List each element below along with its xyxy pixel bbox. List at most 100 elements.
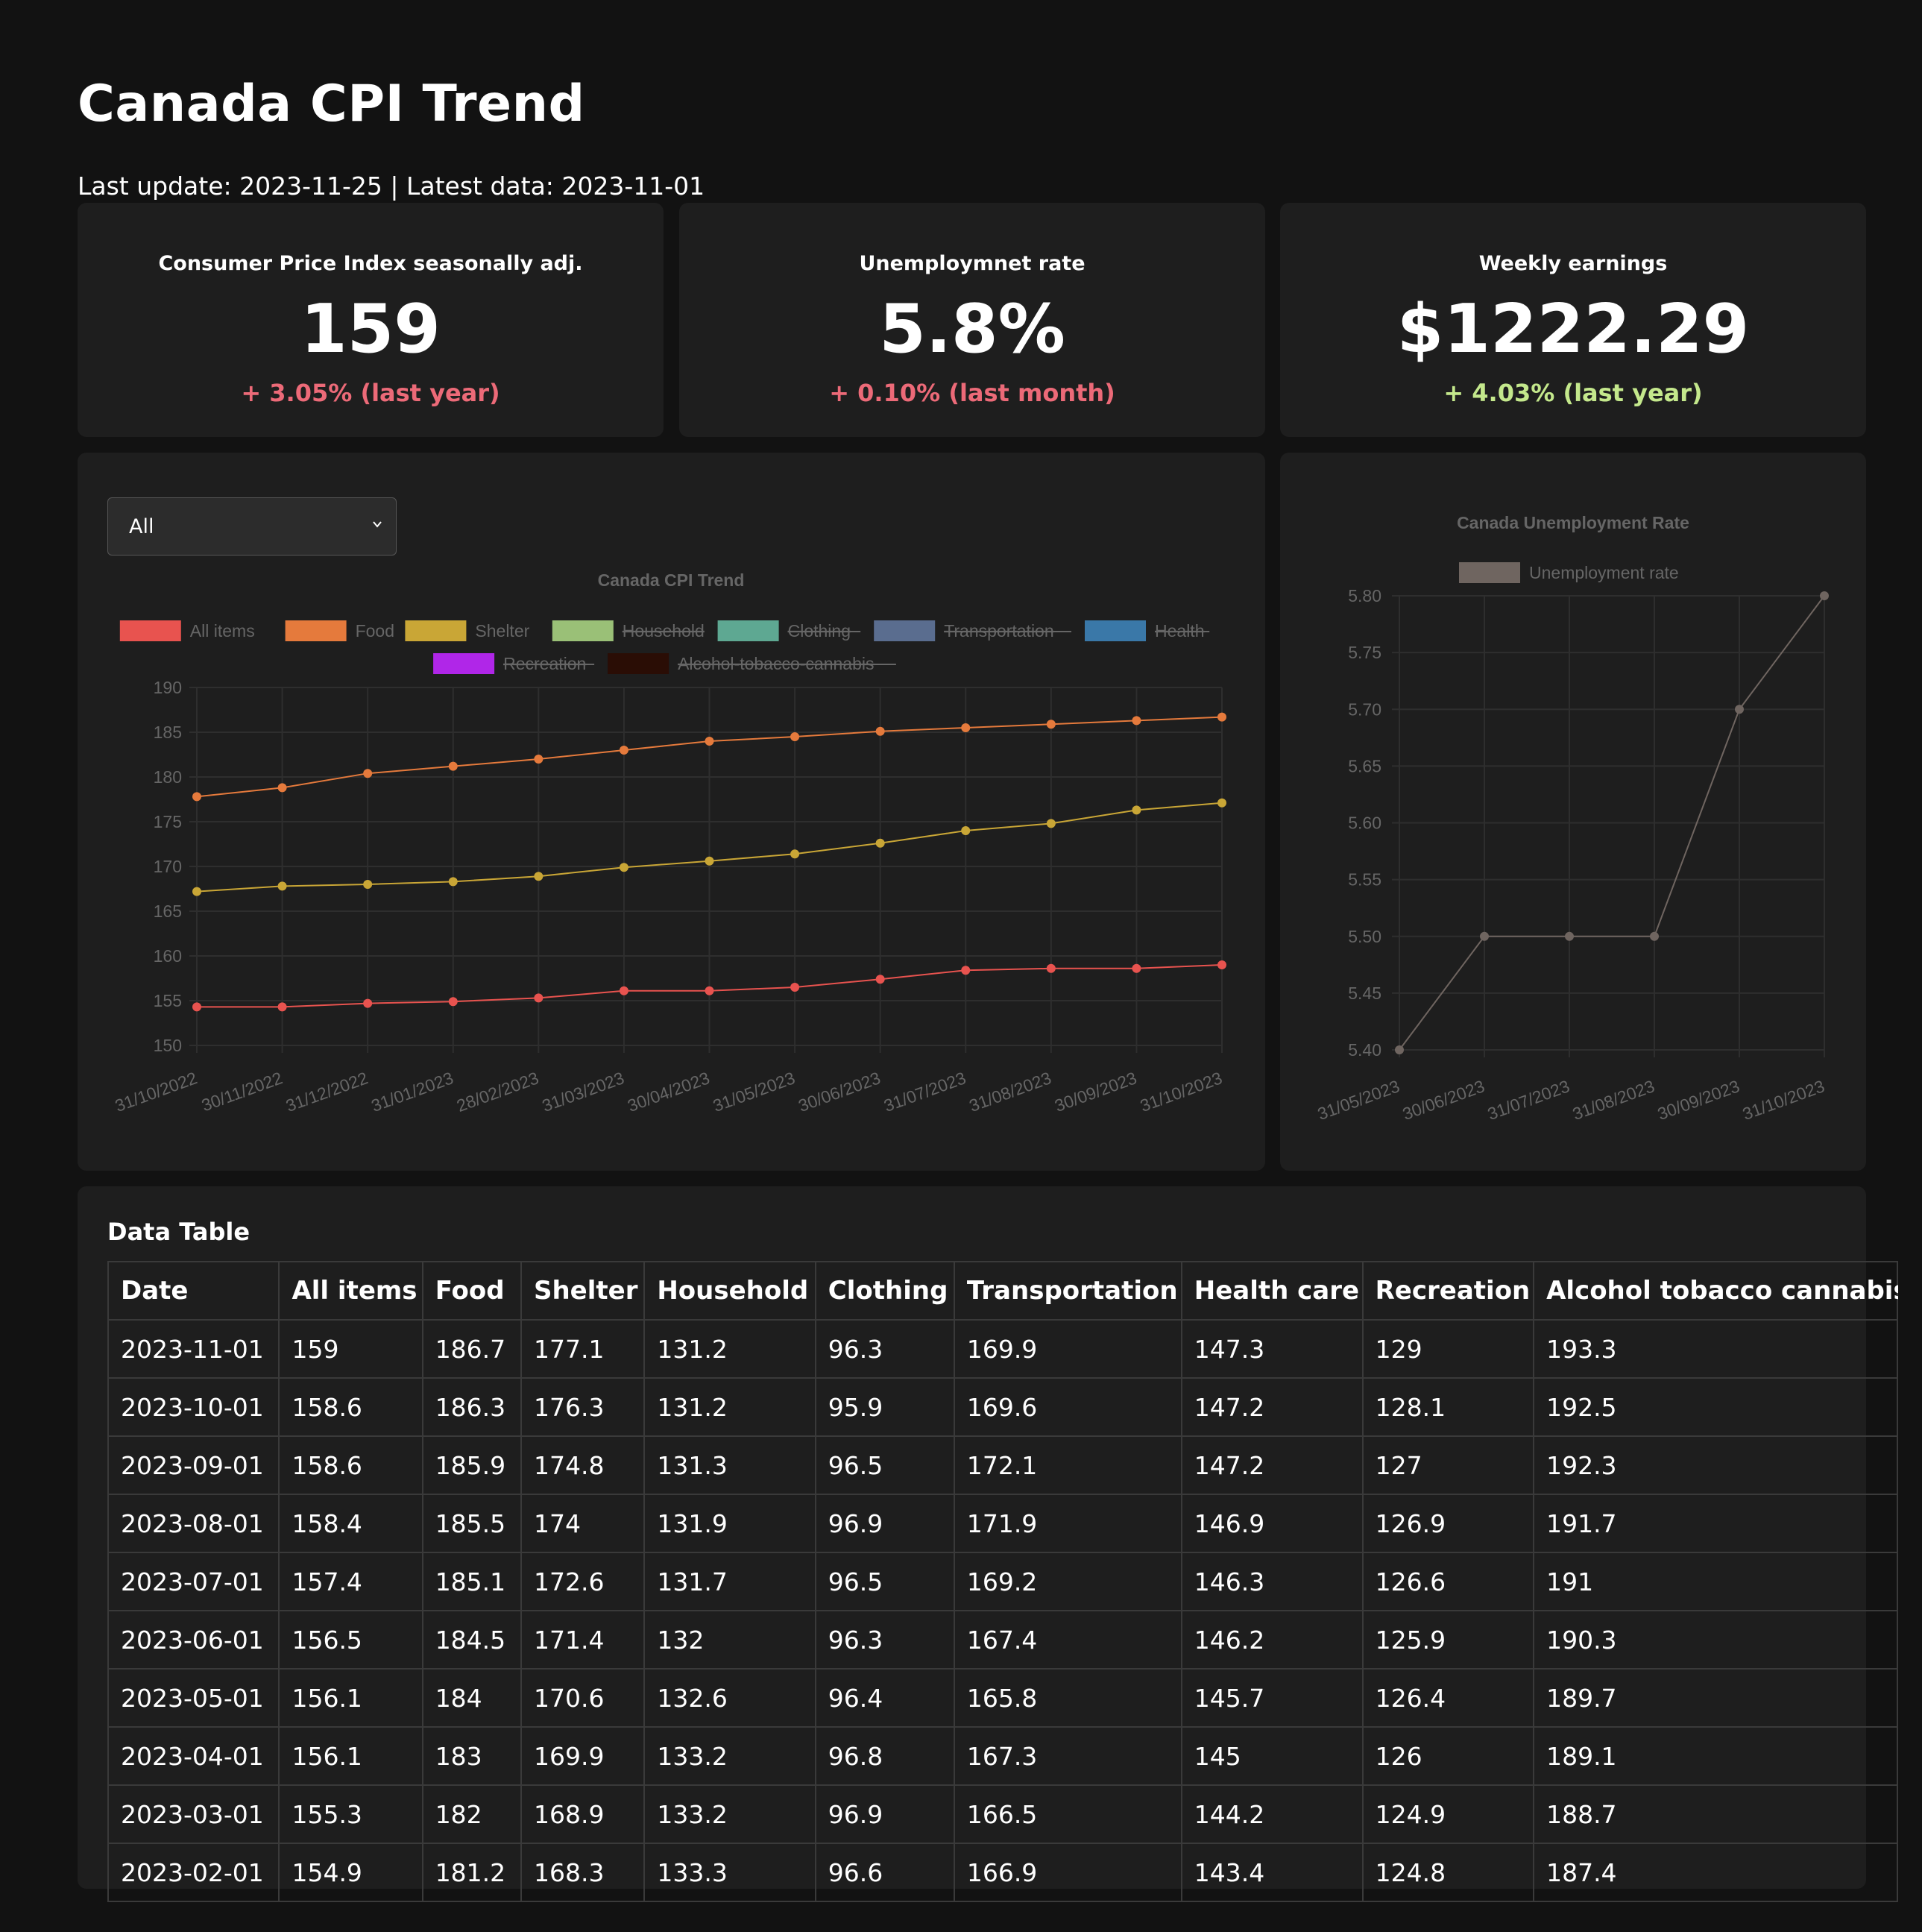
legend-label[interactable]: Shelter [475,621,529,641]
chart-title: Canada CPI Trend [598,570,745,590]
table-cell: 172.1 [953,1435,1182,1495]
y-tick-label: 160 [154,946,182,966]
table-cell: 143.4 [1180,1843,1364,1902]
x-tick-label: 31/03/2023 [540,1068,627,1116]
table-cell: 147.2 [1180,1377,1364,1437]
table-cell: 159 [278,1319,423,1379]
cpi-kpi-card: Consumer Price Index seasonally adj. 159… [78,203,664,437]
legend-swatch[interactable] [717,620,779,641]
table-cell: 189.1 [1533,1726,1898,1786]
kpi-delta: + 4.03% (last year) [1443,379,1703,407]
legend-label[interactable]: Health [1155,621,1204,641]
legend-swatch[interactable] [1085,620,1146,641]
table-cell: 192.3 [1533,1435,1898,1495]
table-cell: 184.5 [421,1610,522,1670]
table-cell: 193.3 [1533,1319,1898,1379]
legend-label[interactable]: Household [623,621,705,641]
legend-swatch[interactable] [874,620,936,641]
table-cell: 184 [421,1668,522,1728]
legend-label[interactable]: All items [190,621,255,641]
kpi-label: Unemploymnet rate [859,252,1086,275]
table-cell: 124.9 [1361,1784,1535,1844]
legend-swatch[interactable] [552,620,614,641]
table-cell: 189.7 [1533,1668,1898,1728]
table-cell: 2023-11-01 [107,1319,280,1379]
table-cell: 2023-10-01 [107,1377,280,1437]
legend-swatch[interactable] [1459,562,1520,583]
data-point [534,872,543,881]
y-tick-label: 5.60 [1348,814,1381,833]
filter-selected-value: All [129,515,154,538]
y-tick-label: 180 [154,767,182,787]
table-cell: 157.4 [278,1552,423,1611]
table-cell: 131.3 [643,1435,816,1495]
table-cell: 131.9 [643,1494,816,1553]
table-row: 2023-07-01 157.4 185.1 172.6 131.7 96.5 169.2 1… [107,1552,1898,1611]
data-point [961,966,971,975]
table-row: 2023-04-01 156.1 183 169.9 133.2 96.8 167.3 145… [107,1726,1898,1786]
legend-swatch[interactable] [285,620,347,641]
data-point [192,1002,201,1012]
legend-label[interactable]: Alcohol-tobacco-cannabis [678,654,874,673]
table-cell: 145.7 [1180,1668,1364,1728]
table-cell: 186.3 [421,1377,522,1437]
table-cell: 96.9 [814,1784,955,1844]
data-point [1217,798,1226,808]
legend-label[interactable]: Unemployment rate [1529,563,1679,582]
table-scroll-container[interactable]: Date All items Food Shelter Household Clothin… [107,1261,1898,1932]
table-cell: 146.9 [1180,1494,1364,1553]
unemployment-line-chart: Canada Unemployment Rate Unemployment ra… [1315,513,1829,1124]
legend-swatch[interactable] [405,620,467,641]
table-cell: 172.6 [520,1552,646,1611]
table-cell: 133.2 [643,1784,816,1844]
legend-swatch[interactable] [433,653,495,674]
table-cell: 96.4 [814,1668,955,1728]
table-cell: 186.7 [421,1319,522,1379]
table-cell: 2023-03-01 [107,1784,280,1844]
y-tick-label: 190 [154,678,182,697]
table-cell: 177.1 [520,1319,646,1379]
x-tick-label: 31/01/2023 [368,1068,456,1116]
x-tick-label: 30/06/2023 [795,1068,883,1116]
y-tick-label: 175 [154,812,182,831]
data-point [192,887,201,896]
y-tick-label: 150 [154,1036,182,1055]
x-tick-label: 30/09/2023 [1052,1068,1139,1116]
series-line [197,964,1223,1008]
legend-label[interactable]: Recreation [503,654,586,673]
table-cell: 176.3 [520,1377,646,1437]
table-cell: 96.3 [814,1610,955,1670]
legend-label[interactable]: Food [356,621,394,641]
legend-label[interactable]: Transportation [944,621,1053,641]
legend-label[interactable]: Clothing [788,621,851,641]
table-cell: 165.8 [953,1668,1182,1728]
table-cell: 171.9 [953,1494,1182,1553]
table-cell: 158.4 [278,1494,423,1553]
x-tick-label: 30/11/2022 [199,1068,285,1115]
table-cell: 133.3 [643,1843,816,1902]
data-point [790,849,800,859]
x-tick-label: 31/05/2023 [710,1068,798,1116]
table-cell: 133.2 [643,1726,816,1786]
column-header: Transportation [953,1261,1182,1321]
data-point [363,998,373,1008]
y-tick-label: 185 [154,723,182,742]
table-cell: 95.9 [814,1377,955,1437]
table-cell: 155.3 [278,1784,423,1844]
table-cell: 147.3 [1180,1319,1364,1379]
table-cell: 156.1 [278,1726,423,1786]
legend-swatch[interactable] [608,653,669,674]
earnings-kpi-card: Weekly earnings $1222.29 + 4.03% (last y… [1280,203,1866,437]
kpi-label: Consumer Price Index seasonally adj. [158,252,583,275]
table-cell: 127 [1361,1435,1535,1495]
table-cell: 182 [421,1784,522,1844]
legend-swatch[interactable] [119,620,181,641]
data-point [619,863,628,872]
data-point [1395,1045,1404,1054]
data-point [277,1002,287,1012]
category-filter-select[interactable]: All [107,497,397,556]
y-tick-label: 170 [154,857,182,876]
table-row: 2023-11-01 159 186.7 177.1 131.2 96.3 169.9 147… [107,1319,1898,1379]
y-tick-label: 5.70 [1348,699,1381,719]
table-cell: 181.2 [421,1843,522,1902]
